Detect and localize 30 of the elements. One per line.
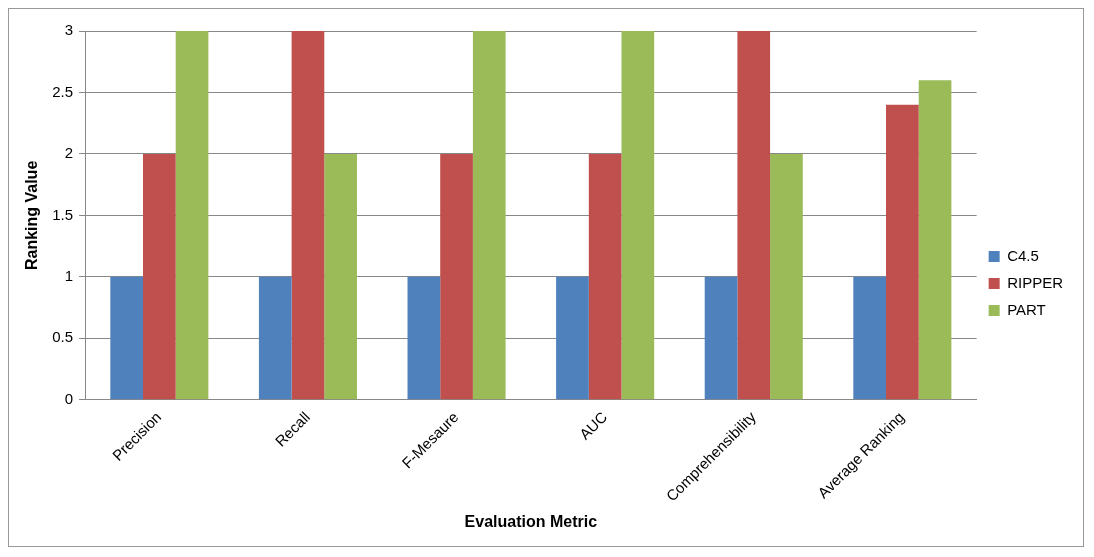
y-tick-label: 2.5 [52, 82, 74, 100]
bar [175, 31, 209, 400]
bar [143, 153, 176, 400]
bar [258, 276, 292, 400]
legend-label: PART [1007, 300, 1046, 318]
legend-label: RIPPER [1007, 273, 1064, 291]
bar [853, 276, 887, 400]
bar [440, 153, 473, 400]
bar [472, 31, 506, 400]
y-tick-label: 0.5 [52, 328, 74, 346]
bar [110, 276, 144, 400]
bar [621, 31, 655, 400]
y-tick-label: 1 [64, 266, 74, 284]
bar [556, 276, 589, 400]
bar [588, 153, 622, 400]
bar [918, 80, 952, 400]
bar [770, 153, 803, 400]
bar [704, 276, 738, 400]
y-tick-label: 3 [64, 21, 74, 39]
x-axis-title: Evaluation Metric [464, 512, 598, 530]
y-tick-label: 2 [64, 144, 74, 162]
bar [291, 31, 325, 400]
bar [737, 31, 771, 400]
legend-label: C4.5 [1007, 246, 1039, 264]
y-axis-title: Ranking Value [23, 160, 41, 271]
bar [407, 276, 441, 400]
y-tick-label: 0 [64, 389, 74, 407]
bar [886, 104, 919, 400]
y-tick-label: 1.5 [52, 205, 74, 223]
bar [324, 153, 357, 400]
